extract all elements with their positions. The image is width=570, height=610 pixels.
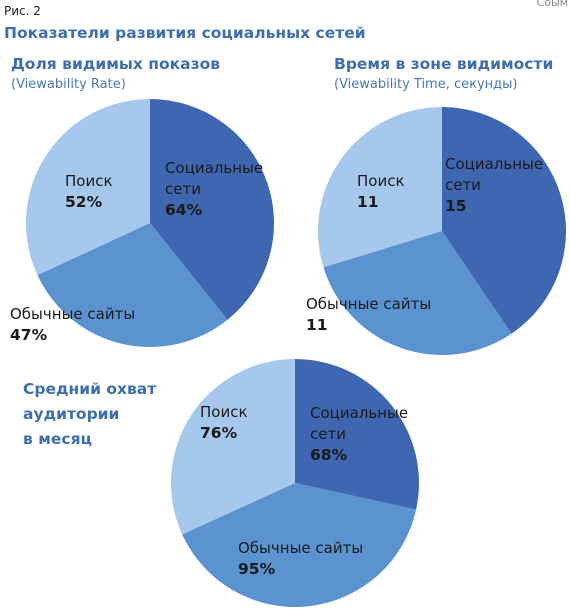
slice-value: 47% [10,326,48,344]
pie-slice [318,107,442,268]
pie-slice [182,483,417,607]
pie-chart-monthly-reach: Социальные сети 68% Обычные сайты 95% Поиск 76… [170,358,419,607]
slice-value: 11 [306,316,328,334]
slice-label: Социальные [165,159,263,177]
pie-slice [170,358,295,535]
pie-slice [150,99,275,320]
pie-slice [442,107,567,334]
slice-label: Поиск [200,403,248,421]
chart-2-title: Время в зоне видимости [334,55,554,73]
slice-label: сети [165,180,201,198]
slice-value: 11 [357,193,379,211]
pie-slice [323,231,512,356]
slice-value: 15 [445,197,467,215]
pie-slice [37,223,228,347]
chart-1-subtitle: (Viewability Rate) [11,77,126,92]
slice-label: сети [445,176,481,194]
slice-label: Поиск [357,172,405,190]
pie-chart-viewability-rate: Социальные сети 64% Обычные сайты 47% Поиск 52… [10,99,275,347]
slice-value: 64% [165,201,203,219]
slice-value: 52% [65,193,103,211]
main-title: Показатели развития социальных сетей [4,24,366,42]
slice-value: 68% [310,446,348,464]
corner-text: Cоым [536,0,568,9]
pie-slice [295,359,419,510]
pie-slice [26,99,150,276]
slice-label: Обычные сайты [10,305,135,323]
figure-label: Рис. 2 [4,4,41,18]
chart-3-title-line: в месяц [23,430,93,448]
chart-1-title: Доля видимых показов [11,55,221,73]
slice-label: Обычные сайты [238,539,363,557]
slice-value: 76% [200,424,238,442]
slice-label: Социальные [445,155,543,173]
slice-label: Обычные сайты [306,295,431,313]
slice-value: 95% [238,560,276,578]
pie-chart-viewability-time: Социальные сети 15 Обычные сайты 11 Поиск 11 [306,107,567,356]
slice-label: Поиск [65,172,113,190]
chart-3-title-line: Средний охват [23,380,157,398]
chart-3-title-line: аудитории [23,405,120,423]
chart-2-subtitle: (Viewability Time, секунды) [334,77,518,92]
chart-3-title: Средний охват аудитории в месяц [23,377,156,452]
slice-label: сети [310,425,346,443]
slice-label: Социальные [310,404,408,422]
